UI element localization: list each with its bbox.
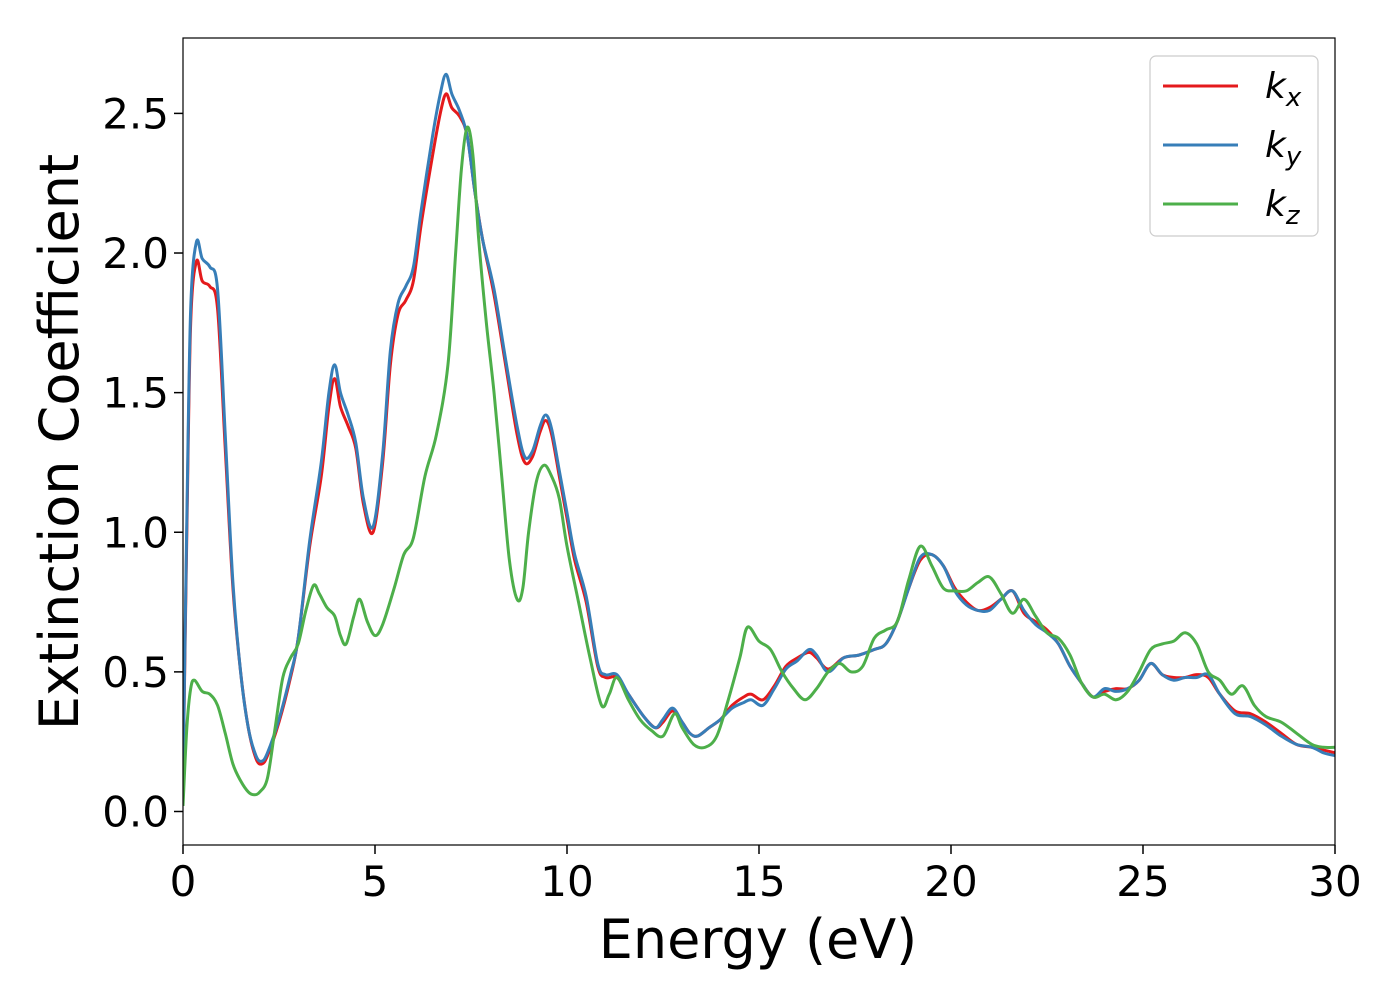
y-tick-label: 1.5 <box>102 369 169 418</box>
legend: kx ky kz <box>1149 55 1319 237</box>
y-tick-label: 2.0 <box>102 229 169 278</box>
x-axis-title: Energy (eV) <box>599 908 918 971</box>
axes-layer: 0 5 10 15 20 25 30 0.0 0.5 1.0 1.5 2.0 2.5 <box>102 37 1362 906</box>
y-tick-label: 2.5 <box>102 89 169 138</box>
y-axis-title: Extinction Coefficient <box>28 154 91 730</box>
legend-label-kx: kx <box>1265 66 1302 113</box>
series-layer <box>183 72 1335 806</box>
x-tick-label: 10 <box>540 857 593 906</box>
x-tick-label: 30 <box>1308 857 1361 906</box>
y-tick-label: 1.0 <box>102 508 169 557</box>
x-tick-label: 25 <box>1116 857 1169 906</box>
legend-label-kz: kz <box>1265 184 1301 231</box>
x-tick-label: 15 <box>732 857 785 906</box>
x-tick-label: 5 <box>362 857 389 906</box>
y-tick-label: 0.0 <box>102 787 169 836</box>
x-tick-label: 20 <box>924 857 977 906</box>
x-tick-label: 0 <box>170 857 197 906</box>
series-line-kz <box>183 125 1335 806</box>
y-tick-label: 0.5 <box>102 648 169 697</box>
legend-label-ky: ky <box>1265 125 1302 172</box>
